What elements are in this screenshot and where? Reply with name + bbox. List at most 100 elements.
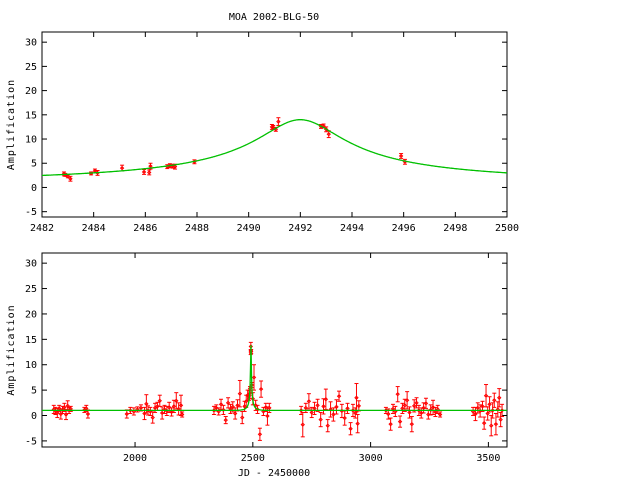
y-tick-label: 0 [31,411,37,422]
data-point [336,390,342,402]
data-point [355,413,360,434]
y-tick-label: 25 [25,62,37,73]
point-marker [159,410,165,416]
point-marker [300,422,305,427]
y-tick-label: -5 [25,436,37,447]
data-point [395,386,400,403]
point-marker [144,401,149,407]
point-marker [325,423,330,428]
point-marker [395,391,400,397]
data-point [492,392,497,408]
data-point [354,383,359,413]
point-marker [414,400,419,406]
point-marker [179,412,185,417]
point-marker [225,400,231,406]
data-point [152,402,158,413]
x-tick-label: 2500 [495,223,519,234]
x-tick-label: 2500 [241,453,265,464]
data-point [356,400,362,412]
data-point [148,406,153,417]
y-tick-label: 0 [31,183,37,194]
data-point [321,398,326,415]
data-point [235,399,240,412]
point-marker [235,403,240,408]
data-point [232,407,238,420]
data-point [147,169,152,176]
x-tick-label: 2000 [123,453,147,464]
point-marker [257,432,263,437]
data-point [475,402,480,414]
point-marker [334,404,339,410]
point-marker [321,404,326,409]
point-marker [400,406,405,411]
data-point [306,393,312,410]
point-marker [342,415,347,421]
data-point [345,402,350,414]
data-point [388,417,393,431]
plot-frame [41,31,508,218]
point-marker [409,421,415,427]
data-point [325,419,330,433]
point-marker [354,395,359,400]
x-tick-label: 2496 [392,223,416,234]
point-marker [218,402,224,407]
data-point [397,415,403,428]
x-tick-label: 2490 [237,223,261,234]
data-point [257,427,263,441]
data-point [258,380,264,398]
data-point [487,396,492,413]
point-marker [421,405,426,411]
point-marker [124,411,130,417]
point-marker [223,417,228,423]
data-point [237,379,243,408]
point-marker [150,415,155,420]
data-point [141,169,147,175]
point-marker [388,421,393,427]
point-marker [437,412,443,417]
point-marker [157,398,162,403]
data-point [145,405,151,416]
x-tick-label: 2488 [185,223,209,234]
y-tick-label: -5 [25,207,37,218]
point-marker [84,406,89,411]
point-marker [303,405,309,411]
x-tick-label: 2482 [30,223,54,234]
data-point [240,410,245,425]
data-point [159,406,165,420]
y-tick-label: 15 [25,110,37,121]
point-marker [166,405,172,410]
data-point [223,416,228,425]
point-marker [147,170,152,175]
plot-frame [41,252,508,448]
point-marker [65,403,70,409]
point-marker [138,405,144,411]
point-marker [480,404,485,409]
point-marker [142,411,147,416]
data-point [309,406,314,419]
point-marker [171,404,177,409]
full-season-panel: -5 0 5 10 15 20 25 30 2000 2500 3000 3500 Amplificat… [6,252,508,464]
data-point [437,411,443,418]
data-point [497,388,502,408]
point-marker [345,406,350,411]
point-marker [485,411,490,416]
y-tick-label: 30 [25,259,37,270]
point-marker [55,410,60,416]
data-point [489,415,494,437]
y-tick-label: 25 [25,284,37,295]
data-point [251,364,257,391]
point-marker [323,397,329,402]
data-point [404,391,410,410]
point-marker [232,411,238,416]
data-point [124,409,130,419]
point-marker [230,404,236,410]
point-marker [331,412,336,417]
data-point [312,401,317,415]
point-marker [267,405,272,411]
point-marker [306,399,312,404]
point-marker [493,421,499,427]
data-point [423,397,429,409]
point-marker [276,119,281,124]
point-marker [336,394,342,399]
